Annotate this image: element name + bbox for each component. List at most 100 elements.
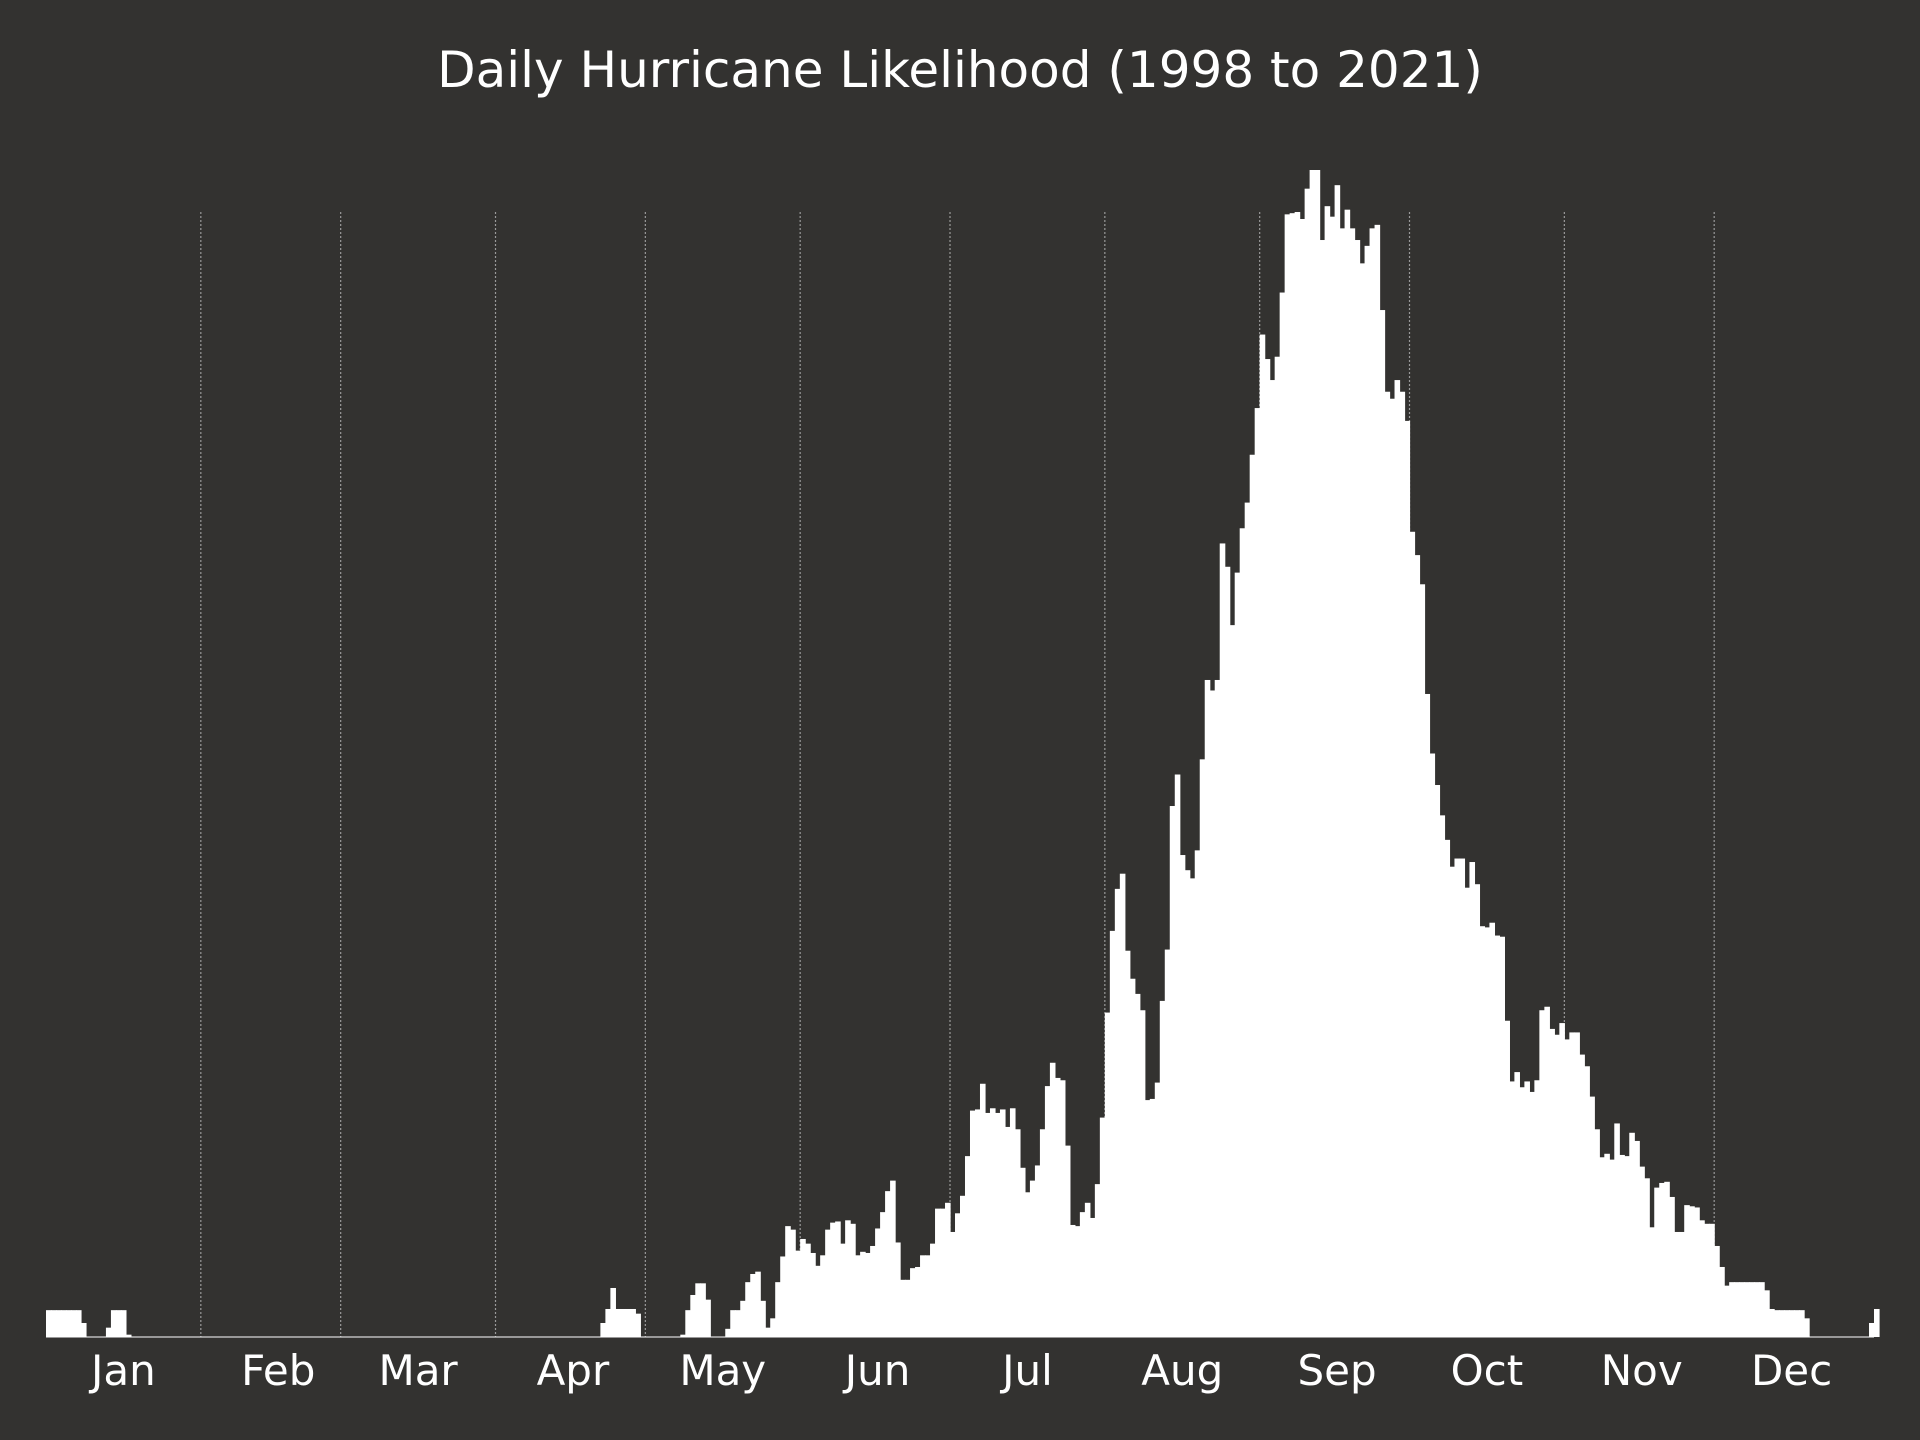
bar xyxy=(1784,1310,1790,1337)
bar xyxy=(1029,1180,1036,1337)
bar xyxy=(979,1083,986,1337)
bar xyxy=(1004,1126,1011,1337)
bar xyxy=(820,1255,826,1337)
bar xyxy=(625,1308,631,1337)
bar xyxy=(1534,1080,1540,1337)
bar xyxy=(1009,1108,1016,1337)
bar xyxy=(1119,873,1126,1337)
bar xyxy=(1584,1066,1590,1337)
bar xyxy=(1709,1223,1715,1337)
bar xyxy=(115,1310,122,1337)
bar xyxy=(110,1310,117,1337)
bar xyxy=(1644,1178,1650,1337)
bar xyxy=(1174,774,1181,1337)
bar xyxy=(1604,1153,1610,1337)
bar xyxy=(1799,1310,1805,1337)
bar xyxy=(1379,310,1386,1337)
bar xyxy=(1804,1318,1810,1337)
x-tick-label: May xyxy=(679,1346,766,1395)
bar xyxy=(1669,1196,1675,1337)
bar xyxy=(680,1334,686,1337)
bar xyxy=(1149,1098,1156,1337)
bar xyxy=(1294,212,1301,1337)
bar xyxy=(785,1226,791,1337)
bar xyxy=(1779,1310,1785,1337)
bar xyxy=(695,1283,701,1337)
bar xyxy=(1404,420,1411,1337)
bar xyxy=(960,1195,966,1337)
bar xyxy=(1649,1227,1655,1337)
bar xyxy=(790,1229,796,1337)
bar xyxy=(1159,1000,1166,1337)
chart-title: Daily Hurricane Likelihood (1998 to 2021… xyxy=(437,41,1483,99)
bar xyxy=(1774,1310,1780,1337)
bar xyxy=(1614,1123,1620,1337)
bar xyxy=(940,1208,946,1337)
bar xyxy=(935,1208,941,1337)
bar xyxy=(1389,398,1396,1338)
bar xyxy=(880,1212,886,1337)
bar xyxy=(1629,1132,1635,1337)
bar xyxy=(635,1313,641,1337)
bar xyxy=(605,1308,611,1337)
bar xyxy=(760,1300,766,1337)
bar xyxy=(75,1310,82,1337)
bar xyxy=(1869,1323,1875,1337)
bar xyxy=(930,1243,936,1337)
bar xyxy=(1339,228,1346,1338)
bar xyxy=(1664,1181,1670,1337)
bar xyxy=(1484,927,1491,1337)
bar xyxy=(1494,935,1501,1337)
bar xyxy=(1479,926,1486,1337)
x-tick-label: Sep xyxy=(1298,1346,1377,1395)
bar xyxy=(615,1308,621,1337)
bar xyxy=(1269,380,1276,1337)
bar xyxy=(1014,1129,1021,1337)
bar xyxy=(1219,543,1226,1337)
bar xyxy=(1789,1310,1795,1337)
bar xyxy=(1109,930,1116,1337)
bar xyxy=(1084,1202,1091,1337)
bar xyxy=(750,1273,756,1337)
bar xyxy=(1529,1091,1535,1337)
bar xyxy=(1074,1226,1081,1337)
x-tick-label: Dec xyxy=(1751,1346,1832,1395)
bar xyxy=(1564,1039,1570,1337)
bar xyxy=(1234,572,1241,1337)
bar xyxy=(1024,1192,1031,1337)
bar xyxy=(974,1109,981,1337)
bar xyxy=(964,1156,971,1337)
bar xyxy=(1499,936,1505,1337)
bar xyxy=(895,1242,901,1337)
bar xyxy=(890,1180,896,1337)
bar xyxy=(870,1245,876,1337)
bar xyxy=(630,1308,636,1337)
bar xyxy=(685,1310,691,1337)
bar xyxy=(1019,1167,1026,1337)
bar xyxy=(730,1310,736,1337)
bar xyxy=(1689,1206,1695,1337)
bar xyxy=(1069,1224,1076,1337)
bar xyxy=(1744,1282,1750,1337)
bar xyxy=(1134,993,1141,1337)
bar xyxy=(610,1287,616,1337)
bar xyxy=(1589,1096,1595,1337)
bar xyxy=(1729,1282,1735,1337)
bar xyxy=(765,1327,771,1337)
bar xyxy=(1304,188,1311,1337)
bar xyxy=(1439,815,1446,1337)
bar xyxy=(775,1282,781,1337)
bar xyxy=(1249,454,1256,1337)
bar xyxy=(1139,1010,1146,1337)
bar xyxy=(1279,292,1286,1337)
bar xyxy=(1679,1231,1685,1337)
bar xyxy=(915,1266,921,1337)
bar xyxy=(1719,1266,1725,1337)
bar xyxy=(955,1213,961,1337)
x-tick-label: Oct xyxy=(1451,1346,1524,1395)
x-tick-label: Mar xyxy=(378,1346,458,1395)
bar xyxy=(840,1243,846,1337)
bar xyxy=(1114,888,1121,1337)
bar xyxy=(1704,1223,1710,1337)
bar xyxy=(1414,555,1421,1337)
